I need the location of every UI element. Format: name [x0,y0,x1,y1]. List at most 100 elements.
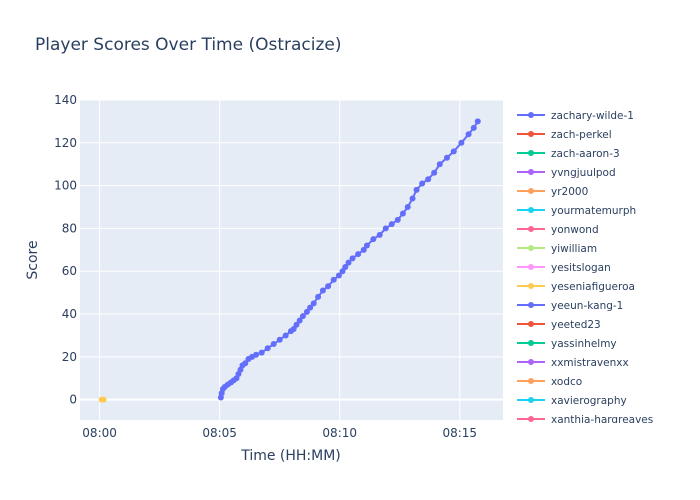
legend-item[interactable]: xxmistravenxx [517,357,629,369]
legend-label: yeeun-kang-1 [551,300,623,312]
data-point[interactable] [458,139,465,146]
x-axis-ticks: 08:00 08:05 08:10 08:15 [82,426,477,440]
data-point[interactable] [293,321,300,328]
legend-item[interactable]: xodco [517,376,582,388]
legend-label: yr2000 [551,186,588,198]
legend-marker-icon [528,207,534,213]
legend-marker-icon [528,302,534,308]
legend-label: zachary-wilde-1 [551,110,634,122]
grid-lines [80,99,503,420]
legend-item[interactable]: yeseniafigueroa [517,281,635,293]
legend-item[interactable]: yonwond [517,224,599,236]
data-point[interactable] [282,332,289,339]
legend[interactable]: zachary-wilde-1 zach-perkel zach-aaron-3 yv… [517,110,653,426]
legend-item[interactable]: yiwilliam [517,243,597,255]
data-point[interactable] [443,154,450,161]
y-tick-label: 0 [69,393,77,407]
data-point[interactable] [276,336,283,343]
legend-item[interactable]: yr2000 [517,186,588,198]
data-point[interactable] [290,326,297,333]
legend-marker-icon [528,112,534,118]
data-point[interactable] [388,221,395,228]
data-point[interactable] [335,272,342,279]
legend-item[interactable]: yeeted23 [517,319,601,331]
x-tick-label: 08:10 [322,426,357,440]
x-tick-label: 08:00 [82,426,117,440]
data-point[interactable] [363,242,370,249]
data-point[interactable] [382,225,389,232]
legend-marker-icon [528,359,534,365]
data-point[interactable] [303,308,310,315]
legend-label: xavierography [551,395,627,407]
data-point[interactable] [465,131,472,138]
data-point[interactable] [307,304,314,311]
data-point[interactable] [425,176,432,183]
data-point[interactable] [419,180,426,187]
legend-marker-icon [528,416,534,422]
legend-label: yeeted23 [551,319,601,331]
data-point[interactable] [409,195,416,202]
legend-marker-icon [528,283,534,289]
series-yeseniafigueroa[interactable] [98,396,107,403]
data-point[interactable] [315,293,322,300]
legend-label: yvngjuulpod [551,167,616,179]
data-point[interactable] [399,210,406,217]
legend-marker-icon [528,264,534,270]
legend-label: yeseniafigueroa [551,281,635,293]
data-point[interactable] [100,396,107,403]
legend-label: zach-perkel [551,129,612,141]
data-point[interactable] [404,204,411,211]
legend-item[interactable]: zach-aaron-3 [517,148,620,160]
data-point[interactable] [342,263,349,270]
data-point[interactable] [394,216,401,223]
series-zachary-wilde-1[interactable] [217,118,481,401]
y-tick-label: 80 [62,221,77,235]
legend-marker-icon [528,397,534,403]
data-point[interactable] [325,283,332,290]
data-point[interactable] [258,349,265,356]
legend-item[interactable]: yesitslogan [517,262,611,274]
legend-item[interactable]: xanthia-hargreaves [517,414,653,426]
data-point[interactable] [310,300,317,307]
data-point[interactable] [376,231,383,238]
data-point[interactable] [299,313,306,320]
data-point[interactable] [431,169,438,176]
data-point[interactable] [370,236,377,243]
plot-area [80,100,503,420]
data-point[interactable] [339,268,346,275]
x-axis-title: Time (HH:MM) [240,448,341,464]
data-point[interactable] [355,251,362,258]
legend-marker-icon [528,188,534,194]
legend-marker-icon [528,245,534,251]
legend-item[interactable]: yeeun-kang-1 [517,300,623,312]
legend-label: xodco [551,376,582,388]
data-point[interactable] [296,317,303,324]
y-tick-label: 100 [54,179,77,193]
data-point[interactable] [360,246,367,253]
legend-item[interactable]: zachary-wilde-1 [517,110,634,122]
legend-item[interactable]: xavierography [517,395,627,407]
data-point[interactable] [253,351,260,358]
data-point[interactable] [319,287,326,294]
legend-marker-icon [528,150,534,156]
legend-label: yourmatemurph [551,205,636,217]
data-point[interactable] [330,276,337,283]
y-tick-label: 20 [62,350,77,364]
data-point[interactable] [413,186,420,193]
data-point[interactable] [242,360,249,367]
legend-item[interactable]: yassinhelmy [517,338,617,350]
data-point[interactable] [470,124,477,131]
data-point[interactable] [450,148,457,155]
legend-item[interactable]: yourmatemurph [517,205,636,217]
legend-marker-icon [528,131,534,137]
data-point[interactable] [270,341,277,348]
data-point[interactable] [349,255,356,262]
legend-item[interactable]: zach-perkel [517,129,612,141]
data-point[interactable] [474,118,481,125]
legend-item[interactable]: yvngjuulpod [517,167,616,179]
data-point[interactable] [264,345,271,352]
legend-marker-icon [528,340,534,346]
data-point[interactable] [345,259,352,266]
data-point[interactable] [436,161,443,168]
